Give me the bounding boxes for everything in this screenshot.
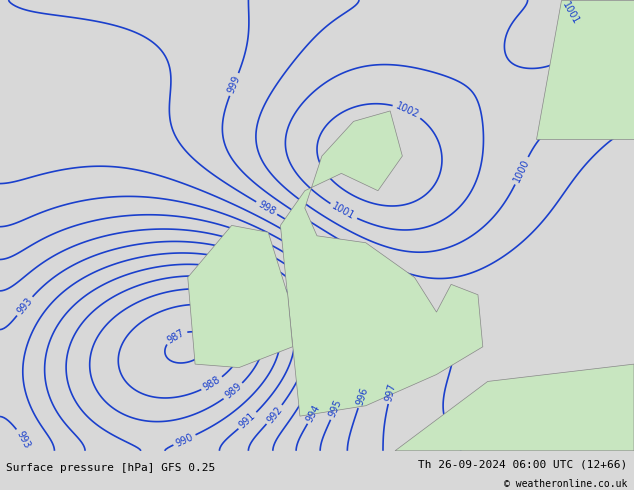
Text: 999: 999 (226, 74, 242, 95)
Text: 998: 998 (256, 199, 277, 217)
Polygon shape (280, 111, 483, 416)
Text: Surface pressure [hPa] GFS 0.25: Surface pressure [hPa] GFS 0.25 (6, 464, 216, 473)
Text: 988: 988 (202, 375, 223, 393)
Text: 1001: 1001 (330, 201, 357, 222)
Text: 993: 993 (15, 429, 32, 450)
Text: 1002: 1002 (394, 101, 420, 120)
Text: 993: 993 (15, 296, 34, 317)
Text: 1001: 1001 (560, 0, 581, 26)
Text: 1000: 1000 (512, 157, 531, 184)
Text: 994: 994 (305, 403, 322, 423)
Text: 990: 990 (174, 432, 195, 448)
Polygon shape (395, 364, 634, 451)
Polygon shape (188, 225, 293, 368)
Text: 996: 996 (354, 386, 370, 407)
Text: 989: 989 (223, 382, 243, 401)
Polygon shape (536, 0, 634, 139)
Text: Th 26-09-2024 06:00 UTC (12+66): Th 26-09-2024 06:00 UTC (12+66) (418, 460, 628, 469)
Text: 995: 995 (327, 398, 344, 419)
Text: 987: 987 (165, 327, 186, 345)
Text: 997: 997 (384, 382, 398, 402)
Text: © weatheronline.co.uk: © weatheronline.co.uk (504, 479, 628, 489)
Text: 991: 991 (237, 411, 257, 431)
Text: 992: 992 (264, 404, 284, 425)
